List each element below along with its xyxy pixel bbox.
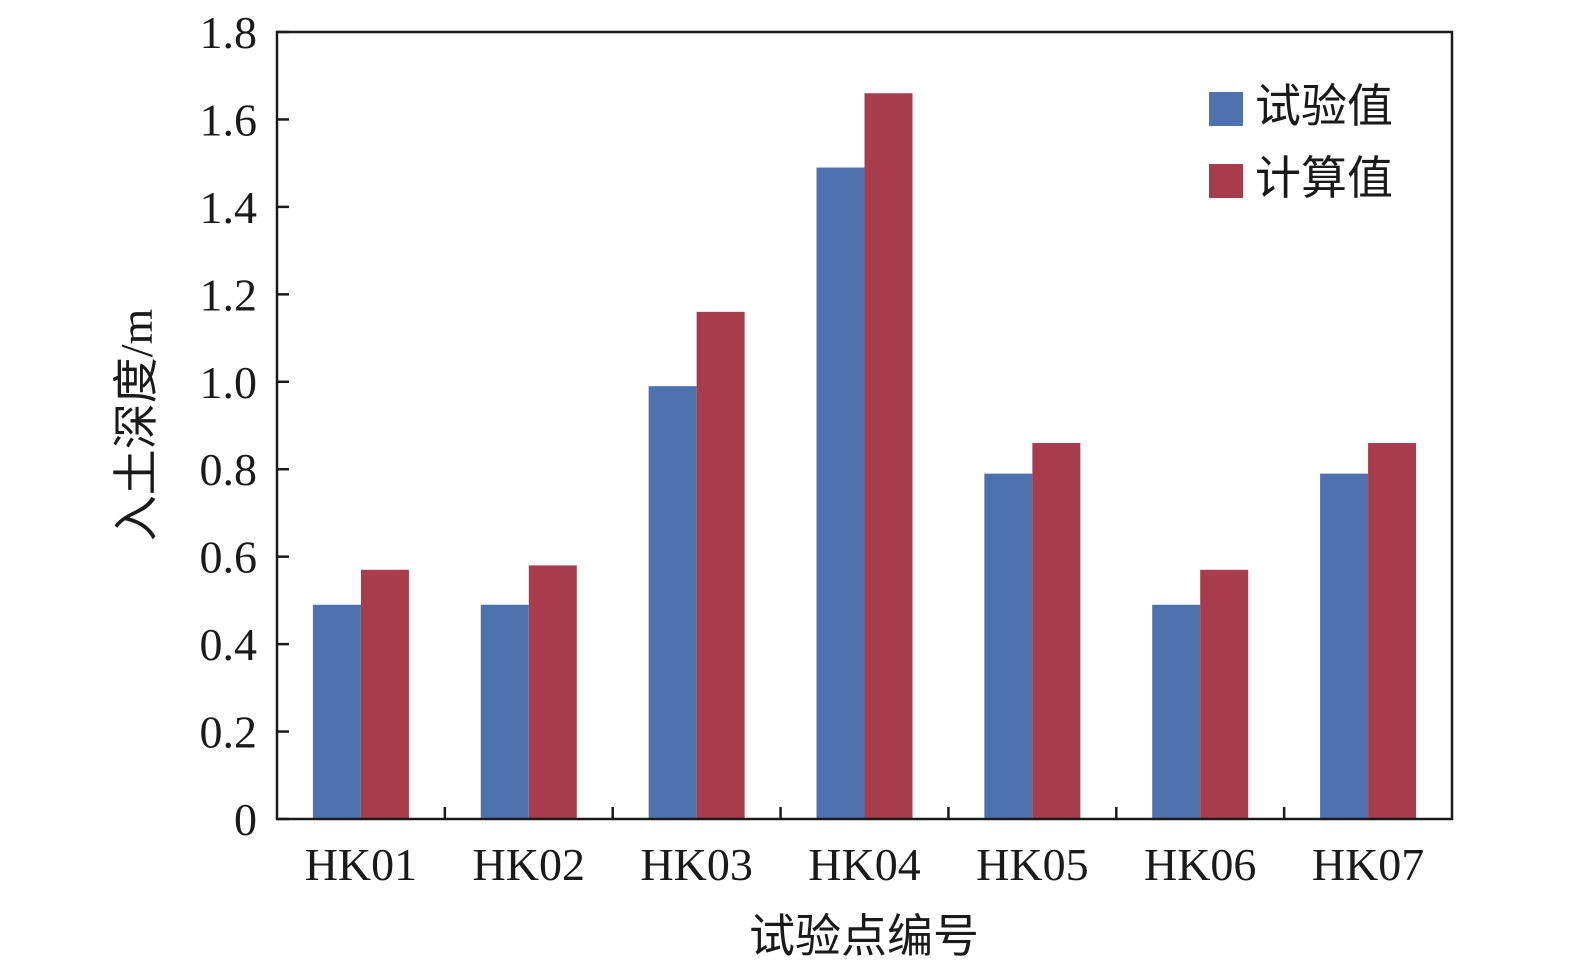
y-tick-label: 0.4 [200,619,258,670]
bar-hk07-series-1 [1320,473,1369,819]
x-axis: HK01 HK02 HK03 HK04 HK05 HK06 HK07 [305,807,1424,890]
bars-group [312,93,1417,820]
bar-hk02-series-2 [528,565,577,819]
bar-hk03-series-2 [696,311,745,819]
y-tick-label: 0 [234,794,257,845]
bar-hk01-series-1 [312,604,361,819]
y-tick-label: 1.8 [200,7,258,58]
bar-hk03-series-1 [648,386,697,819]
legend-swatch-series-2 [1209,164,1243,198]
bar-hk02-series-1 [480,604,529,819]
x-axis-title: 试验点编号 [749,911,979,962]
x-tick-label: HK06 [1144,839,1256,890]
y-tick-label: 1.2 [200,269,258,320]
y-axis-title: 入土深度/m [111,309,162,542]
x-tick-label: HK05 [976,839,1088,890]
legend-label-series-2: 计算值 [1255,153,1393,204]
bar-hk01-series-2 [360,569,409,819]
bar-hk04-series-2 [864,93,913,819]
y-tick-label: 0.6 [200,532,258,583]
bar-hk04-series-1 [816,167,865,820]
x-tick-label: HK01 [305,839,417,890]
bar-hk05-series-2 [1032,442,1081,819]
bar-hk07-series-2 [1368,442,1417,819]
y-tick-label: 1.4 [200,182,258,233]
y-tick-label: 1.6 [200,94,258,145]
y-tick-label: 0.8 [200,444,258,495]
x-tick-label: HK04 [808,839,920,890]
plot-frame [275,30,1454,821]
bar-hk06-series-2 [1200,569,1249,819]
x-tick-label: HK03 [640,839,752,890]
bar-hk05-series-1 [984,473,1033,819]
legend-label-series-1: 试验值 [1255,81,1393,132]
bar-hk06-series-1 [1152,604,1201,819]
y-tick-label: 1.0 [200,357,258,408]
y-tick-label: 0.2 [200,707,258,758]
x-tick-label: HK07 [1312,839,1424,890]
y-axis: 0 0.2 0.4 0.6 0.8 1.0 1.2 1.4 1.6 1.8 [200,7,289,845]
x-tick-label: HK02 [473,839,585,890]
legend-swatch-series-1 [1209,92,1243,126]
